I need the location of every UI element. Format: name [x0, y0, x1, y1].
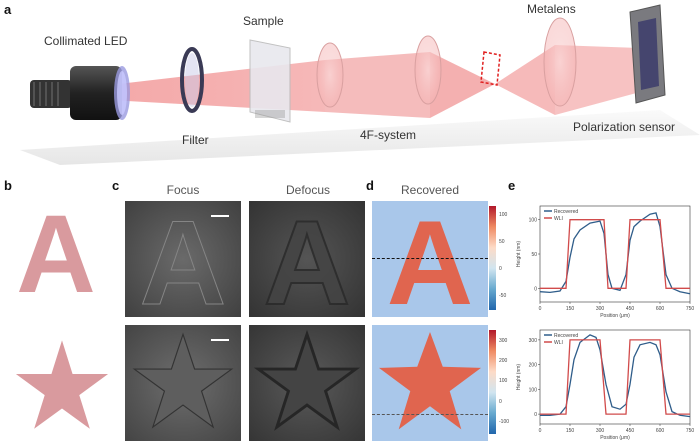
label-polarization-sensor: Polarization sensor: [573, 120, 676, 134]
x-tick-label: 300: [596, 306, 605, 312]
legend-label: WLI: [554, 340, 563, 346]
y-tick-label: 0: [534, 412, 537, 418]
series-line-wli: [540, 339, 690, 415]
x-tick-label: 0: [539, 428, 542, 434]
defocus-star-outline: [253, 329, 361, 431]
label-4f-system: 4F-system: [360, 128, 417, 142]
metalens-marker: [480, 51, 501, 86]
x-tick-label: 0: [539, 306, 542, 312]
x-tick-label: 450: [626, 428, 635, 434]
x-tick-label: 750: [686, 428, 695, 434]
recovered-title: Recovered: [400, 183, 460, 197]
defocus-image-a: A: [249, 201, 365, 317]
colorbar-star: [489, 330, 496, 434]
x-tick-label: 600: [656, 306, 665, 312]
recovered-a-glyph: A: [386, 201, 474, 317]
legend-label: Recovered: [554, 333, 578, 339]
scale-bar: [211, 215, 229, 217]
y-tick-label: 200: [529, 363, 538, 369]
profile-chart-a: 0 150 300 450 600 750 0 50 100 Position (μm) Heigh…: [516, 205, 695, 319]
focus-a-glyph: A: [139, 201, 227, 318]
cb-s-tick-3: 0: [499, 399, 502, 405]
legend-label: Recovered: [554, 209, 578, 215]
panel-e-letter: e: [508, 178, 516, 193]
series-line-recovered: [539, 212, 691, 295]
lens-2: [414, 35, 442, 105]
focus-title: Focus: [166, 183, 200, 197]
metalens: [543, 17, 577, 107]
focus-image-star: [125, 325, 241, 441]
panel-d-letter: d: [366, 178, 374, 193]
sample-slide: [249, 39, 291, 123]
x-tick-label: 750: [686, 306, 695, 312]
y-tick-label: 0: [534, 286, 537, 292]
cb-a-tick-1: 50: [499, 239, 505, 245]
recovered-image-star: [372, 325, 488, 441]
focus-star-outline: [132, 332, 234, 429]
cb-a-tick-2: 0: [499, 266, 502, 272]
series-line-recovered: [540, 334, 691, 418]
recovered-image-a: A: [372, 201, 488, 317]
defocus-a-glyph: A: [263, 201, 352, 317]
y-tick-label: 100: [529, 218, 538, 224]
y-axis-label: Height (nm): [516, 241, 522, 267]
panel-c-letter: c: [112, 178, 120, 193]
label-collimated-led: Collimated LED: [44, 34, 128, 48]
cb-s-tick-0: 300: [499, 338, 508, 344]
collimated-led: [30, 66, 130, 120]
x-tick-label: 300: [596, 428, 605, 434]
lens-1: [316, 42, 344, 108]
filter-ring: [180, 47, 204, 113]
legend-label: WLI: [554, 216, 563, 222]
colorbar-a: [489, 206, 496, 310]
profile-line-a: [372, 258, 488, 259]
x-tick-label: 150: [566, 306, 575, 312]
x-tick-label: 450: [626, 306, 635, 312]
cb-s-tick-2: 100: [499, 378, 508, 384]
shape-star: [15, 340, 109, 429]
x-axis-label: Position (μm): [600, 313, 630, 319]
label-sample: Sample: [243, 14, 284, 28]
cb-s-tick-4: -100: [499, 419, 509, 425]
x-axis-label: Position (μm): [600, 435, 630, 441]
y-tick-label: 50: [531, 252, 537, 258]
focus-image-a: A: [125, 201, 241, 317]
label-filter: Filter: [182, 133, 209, 147]
defocus-image-star: [249, 325, 365, 441]
label-metalens: Metalens: [527, 2, 576, 16]
defocus-title: Defocus: [285, 183, 331, 197]
recovered-star-shape: [378, 331, 482, 430]
profile-line-star: [372, 414, 488, 415]
y-tick-label: 300: [529, 338, 538, 344]
cb-a-tick-3: -50: [499, 293, 506, 299]
panel-a-letter: a: [4, 2, 12, 17]
shape-a: A: [16, 193, 96, 316]
x-tick-label: 600: [656, 428, 665, 434]
colorbar-ticks: 100 50 0 -50 300 200 100 0 -100: [499, 212, 509, 425]
series-line-wli: [540, 219, 690, 289]
plot-frame: [539, 329, 691, 425]
cb-a-tick-0: 100: [499, 212, 508, 218]
y-axis-label: Height (nm): [516, 364, 522, 390]
cb-s-tick-1: 200: [499, 358, 508, 364]
light-beam: [110, 60, 325, 112]
scale-bar-star: [211, 339, 229, 341]
panel-b-letter: b: [4, 178, 12, 193]
y-tick-label: 100: [529, 387, 538, 393]
optical-setup-illustration: [20, 4, 700, 165]
x-tick-label: 150: [566, 428, 575, 434]
